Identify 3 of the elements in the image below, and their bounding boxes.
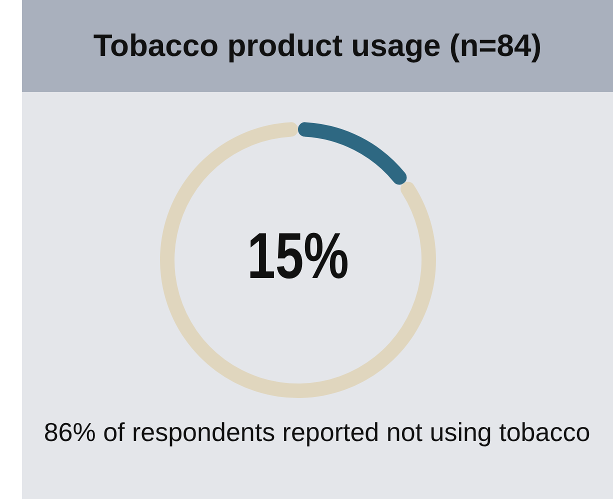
data-label: 15% (247, 220, 349, 292)
text: 86% of respondents reported not using tobacco (42, 416, 592, 449)
chart-title: Tobacco product usage (n=84) (22, 0, 613, 92)
